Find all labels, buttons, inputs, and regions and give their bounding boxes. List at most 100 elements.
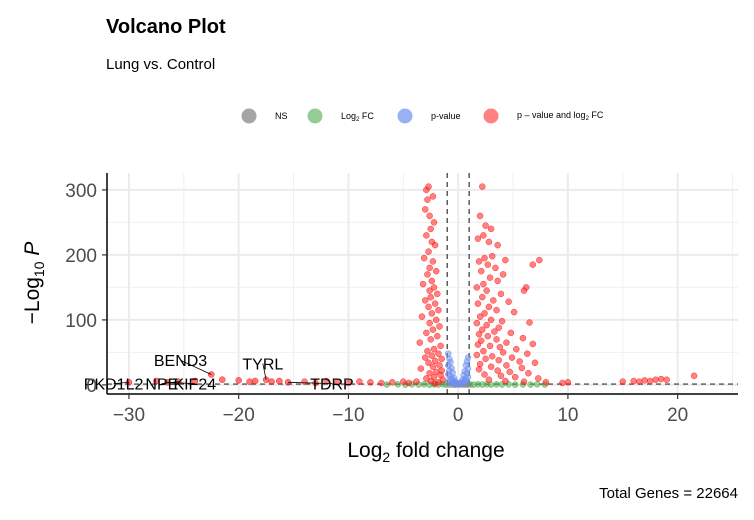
data-point	[475, 258, 483, 265]
y-tick-label: 100	[65, 311, 97, 332]
data-point	[535, 375, 542, 382]
data-point	[429, 258, 437, 265]
data-point	[474, 341, 482, 348]
data-point	[481, 254, 488, 262]
data-point	[394, 381, 402, 388]
data-point	[499, 271, 507, 278]
data-point	[641, 377, 648, 384]
data-point	[400, 378, 407, 385]
data-point	[429, 363, 437, 370]
chart-subtitle: Lung vs. Control	[106, 56, 215, 73]
data-point	[494, 277, 501, 285]
data-point	[437, 342, 444, 350]
data-point	[635, 378, 643, 385]
data-point	[487, 316, 495, 324]
data-point	[419, 280, 427, 288]
gene-label: TYRL	[242, 356, 283, 373]
data-point	[428, 277, 436, 285]
data-point	[493, 306, 500, 314]
data-point	[542, 379, 550, 386]
data-point	[499, 349, 507, 356]
axes	[106, 173, 738, 395]
data-point	[251, 377, 259, 385]
legend-label-log2fc: Log2 FC	[341, 111, 374, 123]
data-point	[405, 379, 413, 387]
data-point	[417, 365, 425, 372]
data-point	[520, 287, 528, 294]
data-point	[494, 367, 501, 374]
data-point	[516, 358, 523, 365]
data-point	[493, 381, 500, 388]
legend-item-log2fc: Log2 FC	[307, 108, 374, 124]
data-point	[483, 321, 490, 329]
data-point	[436, 323, 443, 330]
data-points	[125, 183, 698, 388]
data-point	[345, 379, 352, 387]
data-point	[191, 377, 199, 385]
data-point	[426, 319, 433, 327]
data-point	[520, 378, 528, 385]
data-point	[475, 366, 483, 373]
gene-label: NPE	[145, 377, 178, 394]
y-tick-label: 0	[86, 376, 97, 397]
data-point	[490, 297, 497, 304]
data-point	[481, 371, 488, 378]
x-tick-label: −10	[332, 405, 364, 426]
data-point	[476, 313, 484, 320]
data-point	[423, 232, 430, 239]
data-point	[427, 225, 434, 233]
data-point	[529, 340, 537, 348]
data-point	[529, 261, 537, 268]
data-point	[323, 377, 330, 385]
data-point	[477, 267, 485, 275]
data-point	[491, 328, 498, 335]
x-tick-label: 0	[453, 405, 464, 426]
data-point	[425, 359, 432, 367]
data-point	[527, 381, 534, 388]
data-point	[510, 308, 518, 316]
y-axis-title: −Log10 P	[21, 242, 47, 325]
data-point	[473, 351, 481, 359]
data-point	[434, 290, 441, 298]
data-point	[476, 212, 484, 220]
data-point	[526, 319, 533, 326]
data-point	[519, 334, 527, 342]
data-point	[483, 287, 490, 294]
legend: NS Log2 FC p-value p – value and log2 FC	[241, 108, 604, 124]
legend-label-ns: NS	[275, 111, 288, 121]
data-point	[480, 347, 487, 355]
data-point	[389, 379, 396, 386]
data-point	[431, 357, 439, 365]
data-point	[479, 293, 486, 301]
data-point	[488, 353, 496, 360]
data-point	[426, 212, 433, 220]
legend-item-ns: NS	[241, 108, 288, 124]
data-point	[429, 326, 437, 333]
data-point	[426, 287, 433, 294]
legend-key-pvalue-and-log2fc	[483, 108, 499, 124]
data-point	[619, 378, 627, 385]
data-point	[367, 379, 374, 386]
gene-label-connector	[288, 381, 332, 384]
label-connectors	[113, 359, 332, 384]
data-point	[426, 264, 433, 272]
data-point	[505, 298, 512, 305]
data-point	[383, 381, 391, 388]
data-point	[480, 232, 487, 239]
y-tick-label: 300	[65, 181, 97, 202]
data-point	[498, 317, 506, 325]
data-point	[430, 284, 438, 291]
data-point	[502, 377, 509, 385]
data-point	[430, 219, 438, 226]
data-point	[475, 330, 483, 338]
legend-key-ns	[241, 108, 257, 124]
data-point	[445, 350, 452, 357]
data-point	[652, 376, 659, 383]
data-point	[431, 380, 439, 387]
x-tick-label: −30	[113, 405, 145, 426]
data-point	[474, 235, 482, 242]
data-point	[235, 377, 242, 384]
gene-label-connector	[167, 381, 195, 384]
gene-label-connector	[262, 363, 267, 380]
